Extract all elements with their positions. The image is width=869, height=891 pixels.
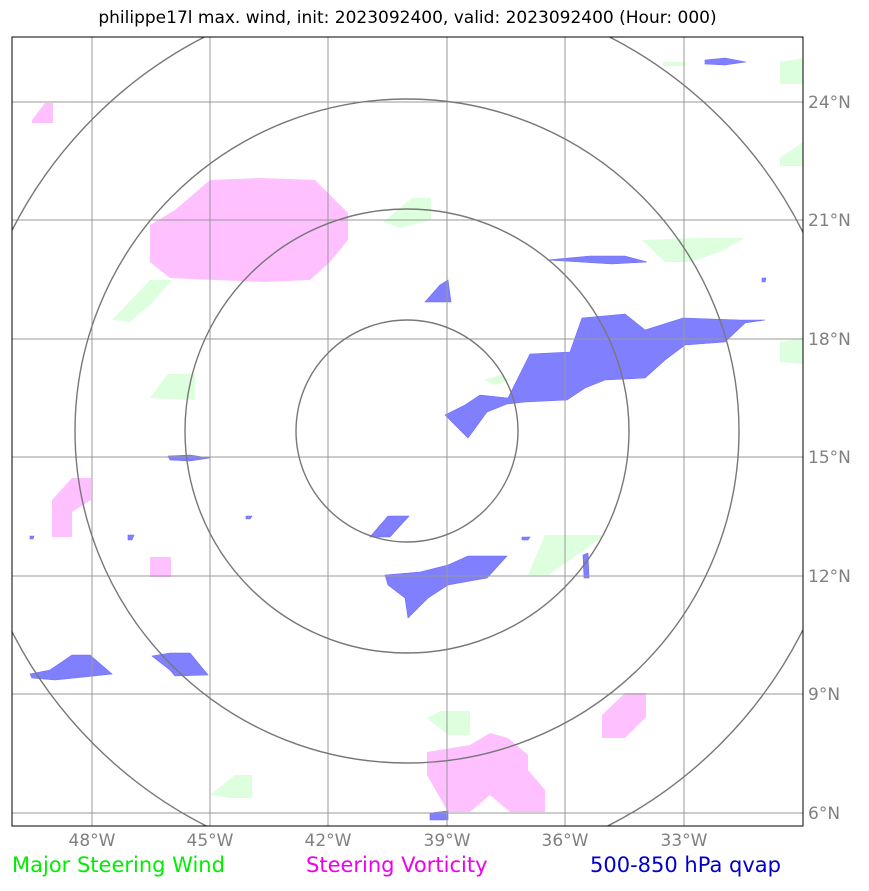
- lat-tick-label: 21°N: [808, 211, 851, 231]
- vorticity-region: [427, 733, 545, 812]
- qvap-region: [521, 536, 531, 541]
- wind-region: [150, 374, 195, 400]
- lon-tick-label: 39°W: [424, 831, 471, 851]
- qvap-layer: [29, 57, 767, 821]
- lat-tick-label: 15°N: [808, 448, 851, 468]
- qvap-region: [384, 555, 508, 619]
- lon-tick-label: 33°W: [661, 831, 708, 851]
- wind-layer: [112, 58, 803, 798]
- legend-vorticity: Steering Vorticity: [306, 853, 488, 877]
- qvap-region: [29, 654, 113, 681]
- range-rings: [12, 37, 803, 826]
- vorticity-region: [150, 178, 348, 282]
- qvap-region: [761, 277, 767, 283]
- qvap-region: [245, 515, 253, 520]
- lon-tick-label: 45°W: [187, 831, 234, 851]
- wind-region: [528, 535, 605, 575]
- range-ring-3: [74, 98, 740, 764]
- map-title: philippe17l max. wind, init: 2023092400,…: [98, 8, 717, 28]
- graticule: [12, 37, 803, 826]
- lon-tick-label: 48°W: [69, 831, 116, 851]
- qvap-region: [429, 810, 449, 821]
- range-ring-2: [184, 208, 630, 654]
- map-frame: [11, 36, 804, 827]
- lat-tick-label: 24°N: [808, 93, 851, 113]
- lat-tick-label: 12°N: [808, 567, 851, 587]
- wind-region: [780, 142, 803, 166]
- lon-tick-labels: 48°W 45°W 42°W 39°W 36°W 33°W: [69, 831, 708, 851]
- wind-region: [427, 711, 470, 735]
- wind-region: [210, 775, 252, 798]
- range-ring-4: [12, 37, 803, 826]
- lat-tick-label: 18°N: [808, 330, 851, 350]
- lat-tick-label: 6°N: [808, 804, 840, 824]
- qvap-region: [369, 515, 410, 538]
- wind-region: [663, 62, 685, 66]
- qvap-region: [546, 255, 648, 265]
- wind-region: [780, 338, 803, 364]
- vorticity-region: [602, 693, 646, 738]
- qvap-region: [444, 313, 766, 439]
- wind-region: [642, 238, 745, 262]
- qvap-region: [29, 535, 35, 540]
- legend-qvap: 500-850 hPa qvap: [590, 853, 781, 877]
- qvap-region: [704, 57, 747, 66]
- qvap-region: [127, 534, 135, 541]
- wind-region: [112, 280, 172, 322]
- lon-tick-label: 36°W: [542, 831, 589, 851]
- lon-tick-label: 42°W: [305, 831, 352, 851]
- qvap-region: [167, 454, 211, 462]
- vorticity-region: [150, 557, 171, 577]
- wind-region: [780, 58, 803, 84]
- wind-region: [383, 198, 431, 228]
- range-ring-1: [295, 319, 519, 543]
- vorticity-region: [52, 478, 91, 537]
- qvap-region: [424, 279, 452, 303]
- lat-tick-labels: 24°N 21°N 18°N 15°N 12°N 9°N 6°N: [808, 93, 851, 824]
- legend-wind: Major Steering Wind: [12, 853, 225, 877]
- lat-tick-label: 9°N: [808, 685, 840, 705]
- vorticity-region: [32, 103, 53, 123]
